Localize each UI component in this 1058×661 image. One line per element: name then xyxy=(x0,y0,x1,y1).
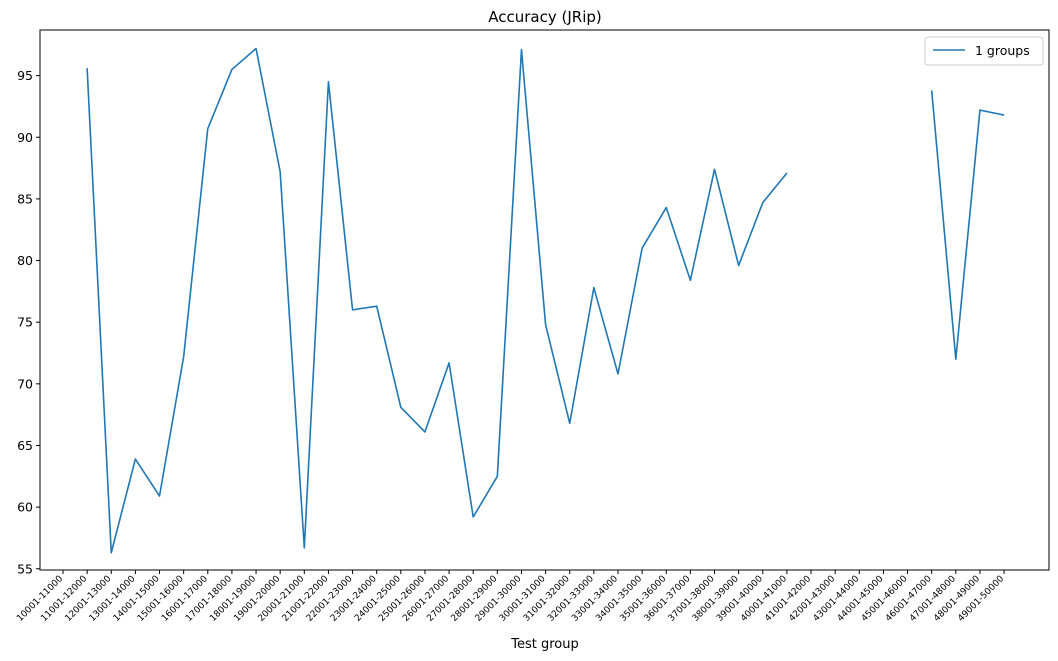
y-tick-label: 90 xyxy=(17,130,33,145)
series-line xyxy=(86,47,1005,554)
y-tick-label: 80 xyxy=(17,253,33,268)
y-tick-label: 95 xyxy=(17,68,33,83)
x-axis: 10001-1100011001-1200012001-1300013001-1… xyxy=(15,570,1006,624)
legend-label: 1 groups xyxy=(975,43,1030,58)
series-layer xyxy=(86,47,1005,554)
legend-box xyxy=(924,36,1044,66)
legend: 1 groups xyxy=(924,36,1044,66)
y-tick-label: 70 xyxy=(17,376,33,391)
y-axis: 55 60 65 70 75 80 85 90 95 xyxy=(17,68,40,576)
y-tick-label: 60 xyxy=(17,500,33,515)
y-tick-label: 85 xyxy=(17,191,33,206)
y-tick-label: 55 xyxy=(17,561,33,576)
plot-area xyxy=(39,29,1050,571)
x-axis-label: Test group xyxy=(510,637,579,652)
y-tick-label: 65 xyxy=(17,438,33,453)
y-tick-label: 75 xyxy=(17,315,33,330)
chart-title: Accuracy (JRip) xyxy=(488,8,602,26)
